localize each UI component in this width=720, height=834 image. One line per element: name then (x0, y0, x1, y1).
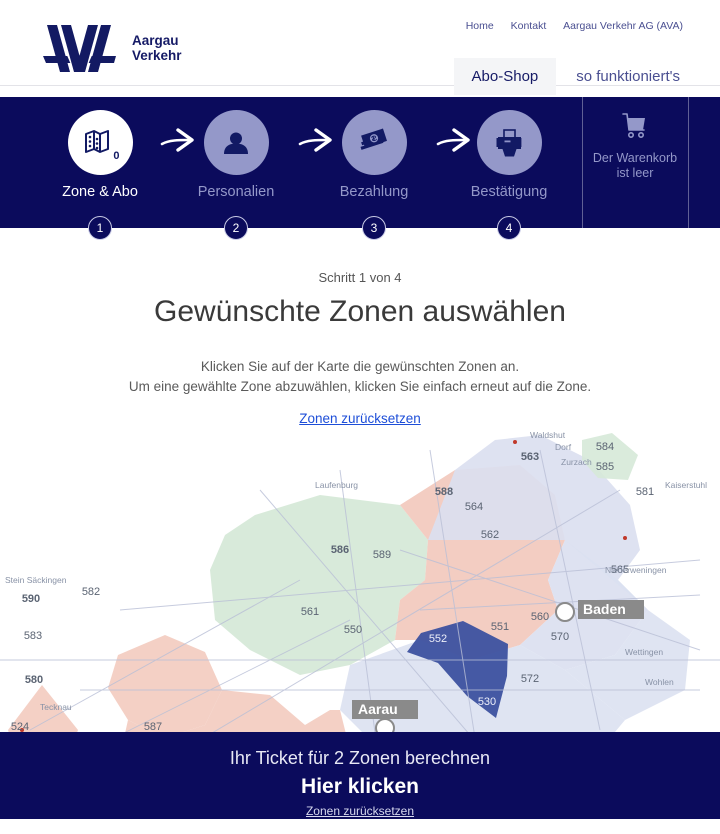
svg-text:Kaiserstuhl: Kaiserstuhl (665, 480, 707, 490)
svg-text:572: 572 (521, 673, 539, 685)
svg-text:Wettingen: Wettingen (625, 647, 663, 657)
svg-text:550: 550 (344, 624, 362, 636)
svg-text:588: 588 (435, 486, 453, 498)
svg-text:530: 530 (478, 696, 496, 708)
svg-text:551: 551 (491, 621, 509, 633)
svg-text:589: 589 (373, 549, 391, 561)
svg-text:Aarau: Aarau (358, 701, 398, 717)
svg-text:Dorf: Dorf (555, 442, 572, 452)
svg-text:Wohlen: Wohlen (645, 677, 674, 687)
svg-text:585: 585 (596, 461, 614, 473)
svg-text:570: 570 (551, 631, 569, 643)
svg-text:580: 580 (25, 674, 43, 686)
svg-text:584: 584 (596, 441, 614, 453)
svg-text:552: 552 (429, 633, 447, 645)
svg-text:Waldshut: Waldshut (530, 430, 566, 440)
svg-text:Baden: Baden (583, 601, 626, 617)
svg-text:582: 582 (82, 586, 100, 598)
svg-text:Stein Säckingen: Stein Säckingen (5, 575, 67, 585)
svg-text:581: 581 (636, 486, 654, 498)
svg-text:590: 590 (22, 593, 40, 605)
svg-text:Laufenburg: Laufenburg (315, 480, 358, 490)
svg-text:562: 562 (481, 529, 499, 541)
svg-text:560: 560 (531, 611, 549, 623)
svg-text:564: 564 (465, 501, 483, 513)
svg-text:586: 586 (331, 544, 349, 556)
svg-text:563: 563 (521, 451, 539, 463)
svg-text:583: 583 (24, 630, 42, 642)
svg-text:Tecknau: Tecknau (40, 702, 72, 712)
svg-text:Niederweningen: Niederweningen (605, 565, 667, 575)
svg-text:Zurzach: Zurzach (561, 457, 592, 467)
svg-text:561: 561 (301, 606, 319, 618)
